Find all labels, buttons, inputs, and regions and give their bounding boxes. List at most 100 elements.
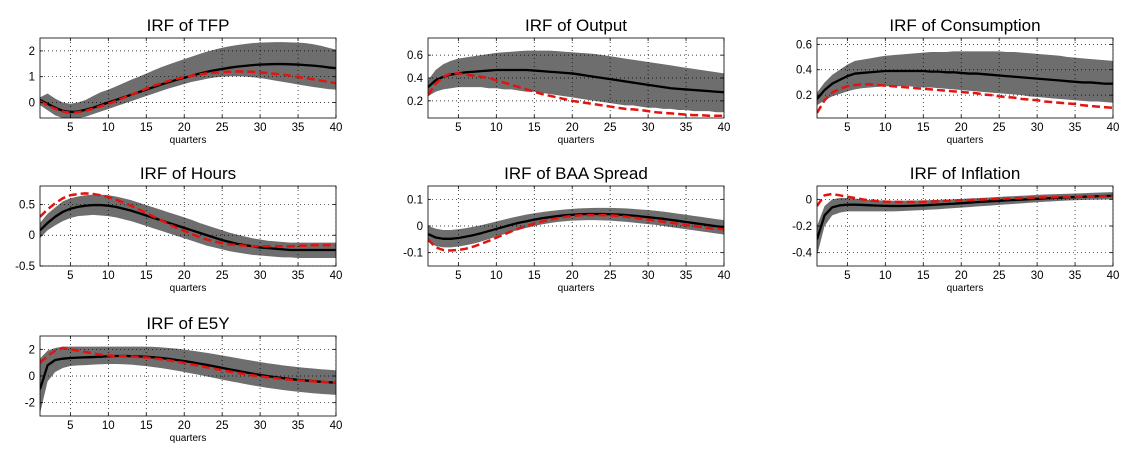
x-tick-label: 40 xyxy=(718,122,731,134)
confidence-band xyxy=(40,194,336,258)
model-response-line xyxy=(40,346,336,384)
y-tick-label: 0.6 xyxy=(407,50,423,62)
x-tick-label: 20 xyxy=(955,270,968,282)
x-tick-label: 20 xyxy=(566,270,579,282)
x-tick-label: 30 xyxy=(642,270,655,282)
model-response-line xyxy=(428,213,724,252)
x-tick-label: 10 xyxy=(879,270,892,282)
panel-title: IRF of Inflation xyxy=(910,164,1021,183)
y-tick-label: 0 xyxy=(29,371,35,383)
x-axis-label: quarters xyxy=(558,283,595,294)
x-axis-label: quarters xyxy=(947,283,984,294)
axes-frame xyxy=(816,37,1114,119)
axes-frame xyxy=(39,185,337,267)
x-tick-label: 40 xyxy=(718,270,731,282)
x-tick-label: 35 xyxy=(292,270,305,282)
x-tick-label: 25 xyxy=(993,122,1006,134)
y-tick-label: 2 xyxy=(29,46,35,58)
panel-title: IRF of TFP xyxy=(147,16,230,35)
irf-panel-baa-spread: 5 10 15 20 25 30 35 40 -0.1 0 0.1 IRF of BAA Spread… xyxy=(403,164,730,294)
model-response-line xyxy=(817,192,1113,207)
x-axis-label: quarters xyxy=(558,135,595,146)
y-tick-label: -0.4 xyxy=(792,248,812,260)
x-tick-label: 30 xyxy=(254,270,267,282)
x-tick-label: 15 xyxy=(140,270,153,282)
x-tick-label: 5 xyxy=(455,270,461,282)
y-tick-label: 0.5 xyxy=(19,199,35,211)
y-tick-label: 0.1 xyxy=(407,194,423,206)
x-tick-label: 5 xyxy=(844,122,850,134)
panel-title: IRF of Output xyxy=(525,16,627,35)
x-tick-label: 10 xyxy=(102,270,115,282)
x-tick-label: 30 xyxy=(254,420,267,432)
plot-area xyxy=(40,38,336,118)
plot-area xyxy=(817,186,1113,266)
x-tick-label: 35 xyxy=(292,122,305,134)
panel-title: IRF of Hours xyxy=(140,164,236,183)
irf-panel-output: 5 10 15 20 25 30 35 40 0.2 0.4 0.6 IRF of Output qua… xyxy=(407,16,730,146)
irf-panel-consumption: 5 10 15 20 25 30 35 40 0.2 0.4 0.6 IRF of Consumpti… xyxy=(796,16,1119,146)
x-tick-label: 35 xyxy=(680,122,693,134)
confidence-band xyxy=(428,50,724,113)
plot-area xyxy=(428,38,724,118)
y-tick-label: -0.5 xyxy=(15,261,35,273)
y-tick-label: 0.2 xyxy=(796,90,812,102)
model-response-line xyxy=(40,70,336,115)
x-tick-label: 35 xyxy=(1069,270,1082,282)
y-tick-label: 0.4 xyxy=(407,73,424,85)
x-tick-label: 30 xyxy=(1031,270,1044,282)
y-tick-label: 0 xyxy=(806,194,812,206)
plot-area xyxy=(428,186,724,266)
x-tick-label: 40 xyxy=(330,122,343,134)
x-tick-label: 25 xyxy=(604,122,617,134)
x-tick-label: 25 xyxy=(216,122,229,134)
median-response-line xyxy=(428,68,724,94)
y-tick-label: -0.1 xyxy=(403,248,423,260)
model-response-line xyxy=(40,192,336,248)
x-tick-label: 35 xyxy=(1069,122,1082,134)
x-tick-label: 20 xyxy=(566,122,579,134)
y-tick-label: 0 xyxy=(29,230,35,242)
x-tick-label: 30 xyxy=(254,122,267,134)
x-tick-label: 15 xyxy=(140,122,153,134)
x-tick-label: 15 xyxy=(917,122,930,134)
x-tick-label: 25 xyxy=(216,420,229,432)
y-tick-label: -2 xyxy=(25,398,35,410)
x-tick-label: 20 xyxy=(955,122,968,134)
x-tick-label: 20 xyxy=(178,270,191,282)
x-axis-label: quarters xyxy=(170,135,207,146)
x-tick-label: 10 xyxy=(102,122,115,134)
x-tick-label: 10 xyxy=(879,122,892,134)
x-tick-label: 40 xyxy=(1107,270,1120,282)
irf-panel-tfp: 5 10 15 20 25 30 35 40 0 1 2 IRF of TFP quarters xyxy=(29,16,343,146)
x-axis-label: quarters xyxy=(947,135,984,146)
y-tick-label: -0.2 xyxy=(792,221,812,233)
x-tick-label: 35 xyxy=(292,420,305,432)
x-tick-label: 25 xyxy=(604,270,617,282)
x-tick-label: 25 xyxy=(993,270,1006,282)
y-tick-label: 2 xyxy=(29,344,35,356)
x-tick-label: 20 xyxy=(178,420,191,432)
plot-area xyxy=(817,38,1113,118)
plot-area xyxy=(40,336,336,416)
confidence-band xyxy=(40,346,336,414)
y-tick-label: 0 xyxy=(29,98,35,110)
y-tick-label: 0.2 xyxy=(407,96,423,108)
x-tick-label: 5 xyxy=(844,270,850,282)
x-tick-label: 15 xyxy=(140,420,153,432)
x-tick-label: 10 xyxy=(102,420,115,432)
irf-panel-inflation: 5 10 15 20 25 30 35 40 -0.4 -0.2 0 IRF of Inflation… xyxy=(792,164,1119,294)
y-tick-label: 0 xyxy=(417,221,423,233)
x-tick-label: 5 xyxy=(67,270,73,282)
x-tick-label: 40 xyxy=(330,270,343,282)
confidence-band xyxy=(40,42,336,118)
panel-title: IRF of BAA Spread xyxy=(504,164,648,183)
x-tick-label: 30 xyxy=(642,122,655,134)
axes-frame xyxy=(39,37,337,119)
irf-panel-e5y: 5 10 15 20 25 30 35 40 -2 0 2 IRF of E5Y quarters xyxy=(25,314,343,444)
y-tick-label: 1 xyxy=(29,72,35,84)
model-response-line xyxy=(817,83,1113,114)
x-tick-label: 10 xyxy=(490,270,503,282)
x-tick-label: 5 xyxy=(67,420,73,432)
panel-title: IRF of E5Y xyxy=(146,314,229,333)
